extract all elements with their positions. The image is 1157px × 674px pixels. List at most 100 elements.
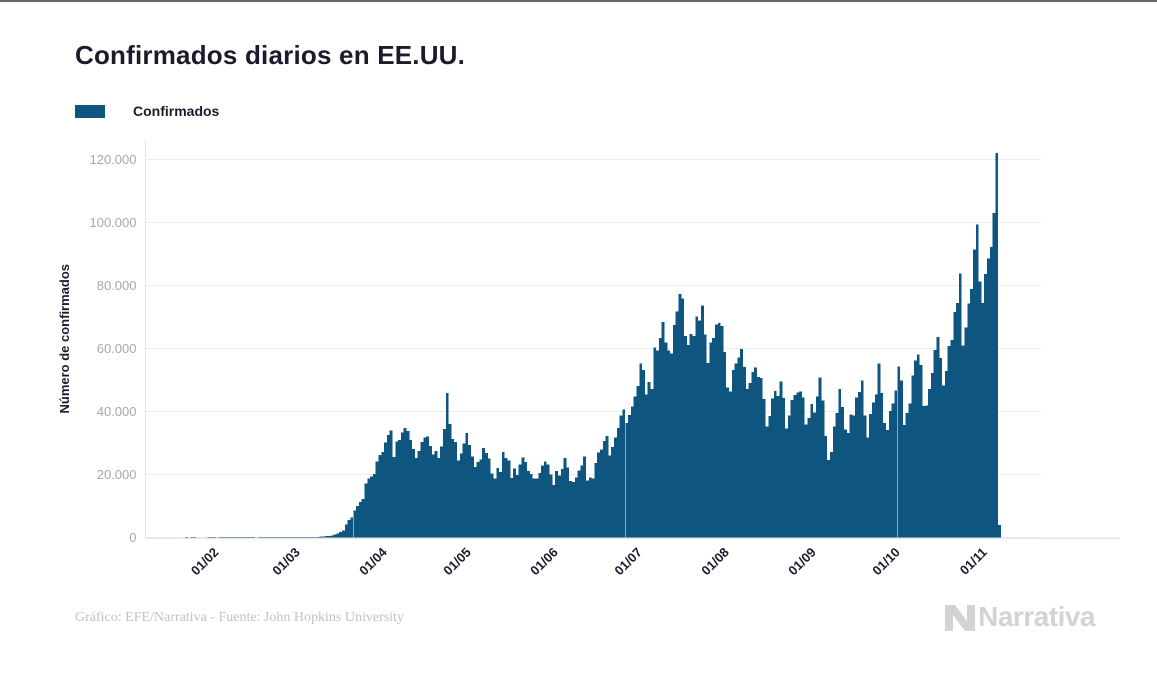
bar xyxy=(717,322,721,538)
bar xyxy=(339,531,343,538)
bar xyxy=(698,320,701,538)
bar xyxy=(992,213,996,538)
bar xyxy=(874,394,878,538)
bar xyxy=(412,448,415,538)
bar xyxy=(529,474,533,538)
bar xyxy=(664,342,668,538)
bar xyxy=(815,396,819,538)
bar xyxy=(656,350,659,538)
bar xyxy=(552,484,556,538)
bar xyxy=(863,415,867,538)
bar xyxy=(981,302,985,538)
bar xyxy=(829,452,833,538)
bar xyxy=(695,316,699,538)
narrativa-logo-text: Narrativa xyxy=(978,601,1095,632)
bar xyxy=(353,510,357,538)
bar xyxy=(670,353,673,538)
bar xyxy=(644,394,648,538)
bar xyxy=(476,462,480,538)
bar xyxy=(330,535,334,538)
bar xyxy=(675,311,679,538)
bar xyxy=(493,478,497,538)
bar xyxy=(776,396,780,538)
bar xyxy=(448,423,452,538)
bar xyxy=(956,303,959,538)
bar xyxy=(510,477,514,538)
bar xyxy=(661,322,665,538)
bar xyxy=(714,324,718,538)
bar xyxy=(706,362,710,538)
bar xyxy=(824,436,828,538)
bar xyxy=(462,443,466,538)
bar xyxy=(344,524,348,538)
bar xyxy=(967,303,971,538)
y-tick-label: 100.000 xyxy=(90,215,137,230)
legend-label: Confirmados xyxy=(133,103,220,119)
bar xyxy=(897,366,901,538)
bar xyxy=(743,366,746,538)
bar xyxy=(350,517,354,538)
bar xyxy=(804,424,808,538)
bar xyxy=(501,451,505,538)
top-border-line xyxy=(0,0,1157,2)
bar xyxy=(549,474,553,538)
bar xyxy=(810,403,814,538)
bar xyxy=(689,334,693,538)
bar xyxy=(681,298,685,538)
bar xyxy=(342,530,345,538)
bar xyxy=(998,525,1001,538)
bar xyxy=(944,371,948,538)
bar xyxy=(490,473,494,538)
bar xyxy=(557,475,561,538)
bar xyxy=(916,354,920,538)
bar xyxy=(919,365,923,538)
bar xyxy=(515,475,519,538)
bar xyxy=(597,452,601,538)
bar xyxy=(602,441,606,538)
bar xyxy=(799,391,802,538)
bar xyxy=(594,463,598,538)
bar xyxy=(389,430,393,538)
bar xyxy=(751,371,755,538)
bar xyxy=(423,437,427,538)
bar xyxy=(827,460,830,538)
bar xyxy=(507,460,511,538)
bar xyxy=(395,441,399,538)
bar xyxy=(841,406,844,538)
bar xyxy=(936,336,940,538)
bar xyxy=(428,445,432,538)
bar xyxy=(527,471,530,538)
bar xyxy=(546,464,550,538)
legend: Confirmados xyxy=(75,103,219,119)
bar xyxy=(375,461,379,538)
bar xyxy=(793,395,797,538)
bar xyxy=(403,427,407,538)
bar xyxy=(451,439,455,538)
x-tick-label: 01/02 xyxy=(188,545,222,579)
bar xyxy=(437,458,441,538)
bar xyxy=(356,506,359,538)
x-tick-label: 01/10 xyxy=(869,545,903,579)
bar xyxy=(372,473,376,538)
bar xyxy=(709,342,713,538)
bar xyxy=(384,442,387,538)
bar xyxy=(908,403,912,538)
bar xyxy=(420,442,424,538)
bar xyxy=(504,458,508,538)
bar xyxy=(574,477,578,538)
bar xyxy=(947,345,951,538)
bar xyxy=(563,457,567,538)
x-tick-label: 01/06 xyxy=(527,545,561,579)
bar xyxy=(757,376,760,538)
bar xyxy=(989,247,993,538)
bar xyxy=(482,448,486,538)
bar xyxy=(431,454,435,538)
bar xyxy=(846,433,850,538)
bar xyxy=(622,409,626,538)
bar xyxy=(336,533,340,538)
bar xyxy=(894,390,898,538)
bar xyxy=(964,327,968,538)
bar xyxy=(818,377,822,538)
bar xyxy=(538,473,542,538)
bar xyxy=(712,338,715,538)
